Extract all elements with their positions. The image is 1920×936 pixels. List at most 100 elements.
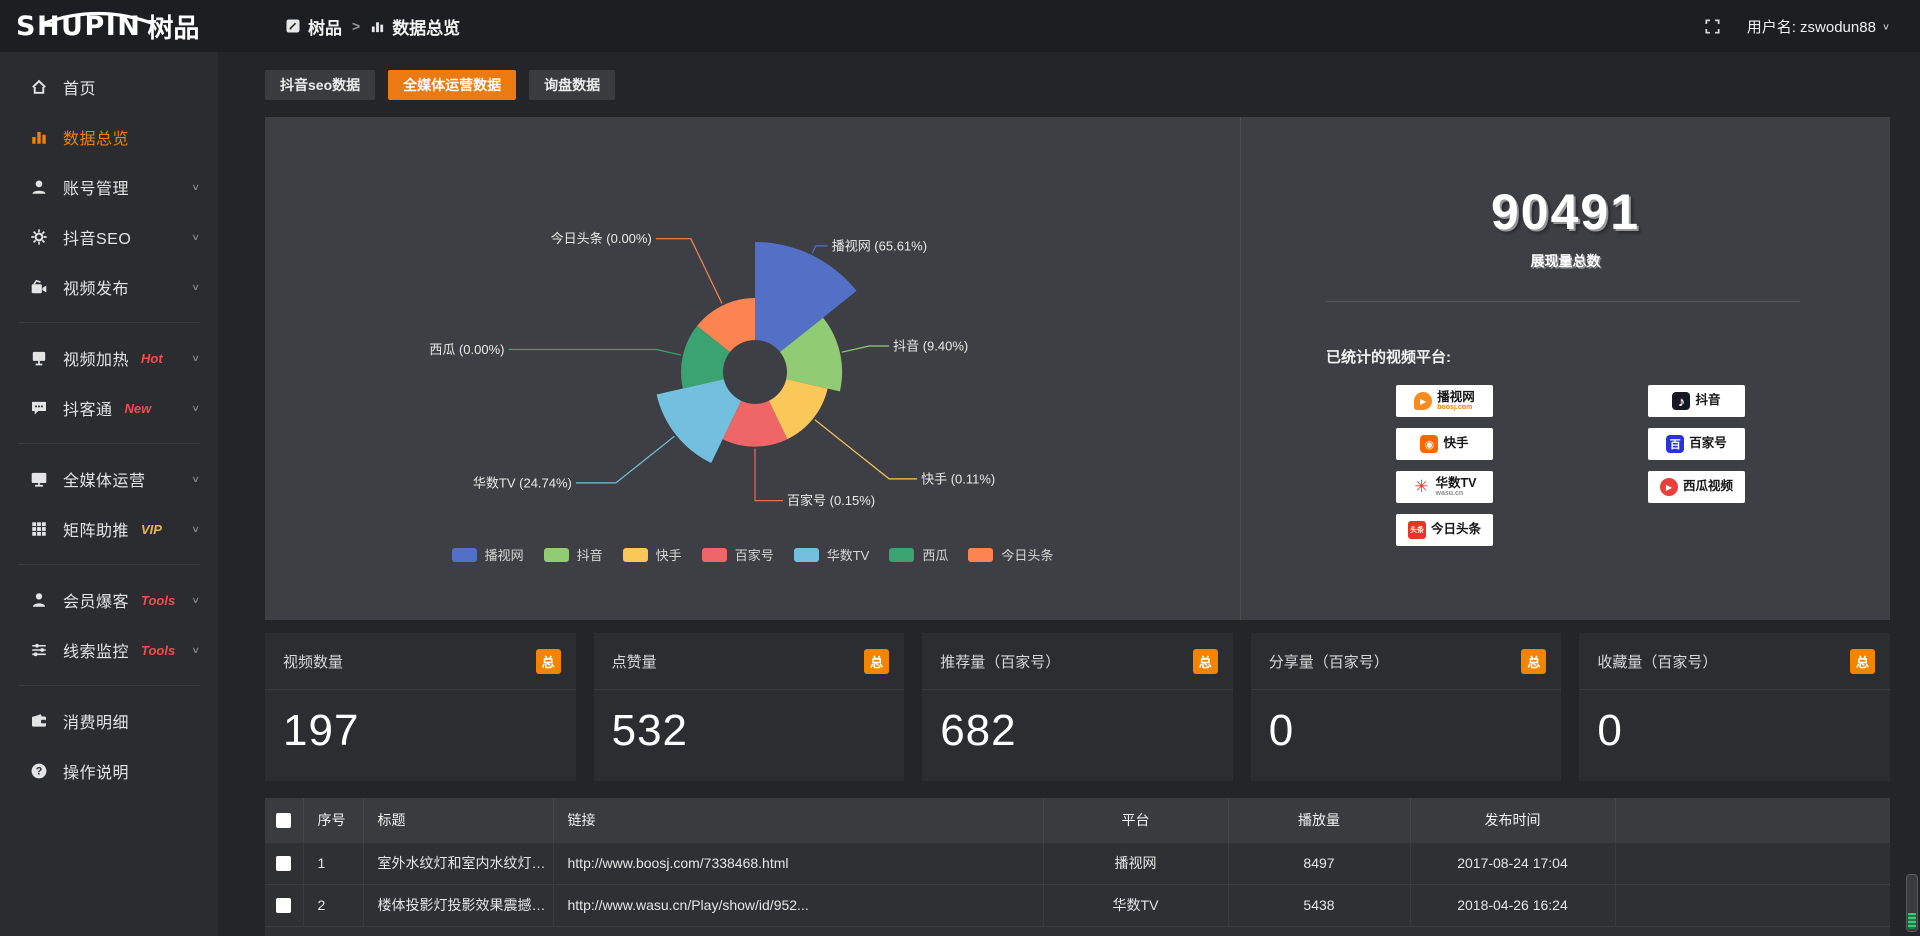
sidebar-item-video-heat[interactable]: 视频加热 Hot ∨ (0, 333, 218, 383)
chevron-down-icon: ∨ (191, 352, 200, 364)
legend-item-3[interactable]: 百家号 (701, 545, 774, 564)
platform-badge-boosj: ▶ 播视网 boosj.com (1396, 385, 1493, 417)
user-menu[interactable]: 用户名: zswodun88 ∨ (1747, 16, 1890, 37)
sidebar-item-douyin-seo[interactable]: 抖音SEO ∨ (0, 212, 218, 262)
rose-slice-6[interactable] (697, 298, 755, 352)
platform-name: 今日头条 (1430, 522, 1481, 537)
gear-icon (30, 228, 48, 246)
col-platform: 平台 (1043, 798, 1229, 842)
platform-badge-douyin: ♪ 抖音 (1648, 385, 1745, 417)
rose-slice-0[interactable] (755, 242, 857, 352)
stat-card-title: 分享量（百家号） (1268, 653, 1389, 671)
svg-text:?: ? (36, 766, 43, 778)
legend-label: 今日头条 (1001, 548, 1054, 563)
sidebar-divider (18, 443, 200, 444)
scrollbar-widget[interactable] (1906, 874, 1918, 932)
sidebar-item-video-publish[interactable]: 视频发布 ∨ (0, 262, 218, 312)
sidebar-divider (18, 564, 200, 565)
legend-swatch (543, 547, 569, 562)
rose-slice-4[interactable] (656, 379, 742, 463)
chevron-down-icon: ∨ (191, 181, 200, 193)
wasu-logo-icon: ✳ (1414, 477, 1429, 496)
rose-slice-3[interactable] (722, 400, 788, 447)
total-badge: 总 (1192, 648, 1218, 674)
legend-item-0[interactable]: 播视网 (451, 545, 524, 564)
douyin-logo-icon: ♪ (1672, 392, 1691, 410)
legend-swatch (701, 547, 727, 562)
legend-item-1[interactable]: 抖音 (543, 545, 603, 564)
legend-item-5[interactable]: 西瓜 (889, 545, 948, 564)
total-impressions-value: 90491 (1490, 184, 1641, 240)
rose-slice-2[interactable] (768, 379, 828, 440)
sidebar-item-label: 视频加热 (63, 352, 130, 369)
sidebar-item-tag: Tools (141, 642, 176, 658)
legend-item-4[interactable]: 华数TV (793, 545, 870, 564)
chevron-down-icon: ∨ (1881, 21, 1890, 32)
sidebar-item-help-guide[interactable]: ? 操作说明 (0, 746, 218, 796)
legend-label: 快手 (655, 548, 682, 563)
toutiao-logo-icon: 头条 (1407, 521, 1426, 539)
brand-suffix: 树品 (147, 12, 200, 43)
cell-time: 2018-04-26 16:24 (1410, 883, 1616, 926)
row-checkbox[interactable] (276, 856, 292, 872)
sidebar-item-label: 首页 (63, 81, 97, 98)
summary-section: 90491 展现量总数 已统计的视频平台: ▶ 播视网 boosj.com ◉ 快手 ✳ 华… (1240, 117, 1890, 620)
tab-1[interactable]: 全媒体运营数据 (388, 70, 517, 100)
stat-card-value: 0 (1268, 706, 1295, 755)
row-checkbox[interactable] (276, 898, 292, 914)
slice-label-3: 百家号 (0.15%) (787, 493, 875, 508)
sidebar: 首页 数据总览 账号管理 ∨ 抖音SEO ∨ 视频发布 ∨ 视频加热 Hot ∨ 抖客通 New ∨ 全媒体… (0, 52, 218, 936)
breadcrumb-separator: > (352, 18, 361, 34)
select-all-checkbox[interactable] (276, 813, 292, 829)
breadcrumb-root[interactable]: 树品 (285, 14, 342, 39)
platform-name: 播视网 (1437, 389, 1475, 404)
xigua-logo-icon: ▶ (1659, 478, 1678, 496)
sidebar-item-consume-detail[interactable]: 消费明细 (0, 696, 218, 746)
sidebar-item-data-overview[interactable]: 数据总览 (0, 112, 218, 162)
sidebar-item-clue-monitor[interactable]: 线索监控 Tools ∨ (0, 625, 218, 675)
legend-item-2[interactable]: 快手 (622, 545, 682, 564)
cell-link[interactable]: http://www.wasu.cn/Play/show/id/952... (553, 883, 1044, 926)
legend-item-6[interactable]: 今日头条 (968, 545, 1053, 564)
total-badge: 总 (864, 648, 890, 674)
cell-title[interactable]: 楼体投影灯投影效果震撼上市 (363, 883, 554, 926)
breadcrumb-current[interactable]: 数据总览 (370, 14, 460, 39)
kuaishou-logo-icon: ◉ (1420, 435, 1439, 453)
sidebar-nav: 首页 数据总览 账号管理 ∨ 抖音SEO ∨ 视频发布 ∨ 视频加热 Hot ∨ 抖客通 New ∨ 全媒体… (0, 62, 218, 796)
chevron-down-icon: ∨ (191, 473, 200, 485)
sidebar-item-tag: VIP (141, 521, 162, 537)
cell-plays: 5438 (1228, 883, 1411, 926)
stat-cards: 视频数量总 197 点赞量总 532 推荐量（百家号）总 682 分享量（百家号）总 0 收藏量… (265, 633, 1890, 781)
platform-badge-baijiahao: 百百家号 (1648, 428, 1745, 460)
platform-grid: ▶ 播视网 boosj.com ◉ 快手 ✳ 华数TV wasu.cn 头条 今日头条 ♪ 抖音百百家… (1396, 385, 1890, 546)
sidebar-item-account-manage[interactable]: 账号管理 ∨ (0, 162, 218, 212)
sidebar-item-label: 矩阵助推 (63, 523, 130, 540)
cell-title[interactable]: 室外水纹灯和室内水纹灯的区别和简介 (363, 841, 554, 884)
screen-icon (30, 349, 48, 367)
slice-label-2: 快手 (0.11%) (921, 471, 995, 486)
sidebar-item-media-ops[interactable]: 全媒体运营 ∨ (0, 454, 218, 504)
stat-card-value: 682 (940, 706, 1017, 755)
rose-slice-1[interactable] (780, 317, 843, 392)
sidebar-item-matrix-boost[interactable]: 矩阵助推 VIP ∨ (0, 504, 218, 554)
rose-chart: 播视网 (65.61%) 抖音 (9.40%) 快手 (0.11%) 百家号 (0.1… (265, 117, 1240, 582)
slice-label-4: 华数TV (24.74%) (473, 475, 572, 490)
sidebar-item-home[interactable]: 首页 (0, 62, 218, 112)
rose-slice-5[interactable] (681, 325, 730, 389)
cell-platform: 播视网 (1043, 841, 1229, 884)
boosj-logo-icon: ▶ (1414, 392, 1433, 410)
sidebar-item-label: 抖音SEO (63, 231, 132, 248)
platform-badge-wasu: ✳ 华数TV wasu.cn (1396, 471, 1493, 503)
cell-link[interactable]: http://www.boosj.com/7338468.html (553, 841, 1044, 884)
tab-2[interactable]: 询盘数据 (529, 70, 616, 100)
sidebar-item-douketong[interactable]: 抖客通 New ∨ (0, 383, 218, 433)
slice-label-0: 播视网 (65.61%) (832, 238, 927, 253)
sidebar-item-member-baoke[interactable]: 会员爆客 Tools ∨ (0, 575, 218, 625)
fullscreen-icon[interactable] (1704, 18, 1721, 35)
stat-card-value: 197 (283, 706, 360, 755)
legend-label: 华数TV (826, 548, 870, 563)
stat-card-title: 收藏量（百家号） (1597, 653, 1718, 671)
platform-name: 华数TV (1435, 475, 1477, 490)
tab-0[interactable]: 抖音seo数据 (265, 70, 376, 100)
rose-chart-section: 播视网 (65.61%) 抖音 (9.40%) 快手 (0.11%) 百家号 (0.1… (265, 117, 1240, 620)
